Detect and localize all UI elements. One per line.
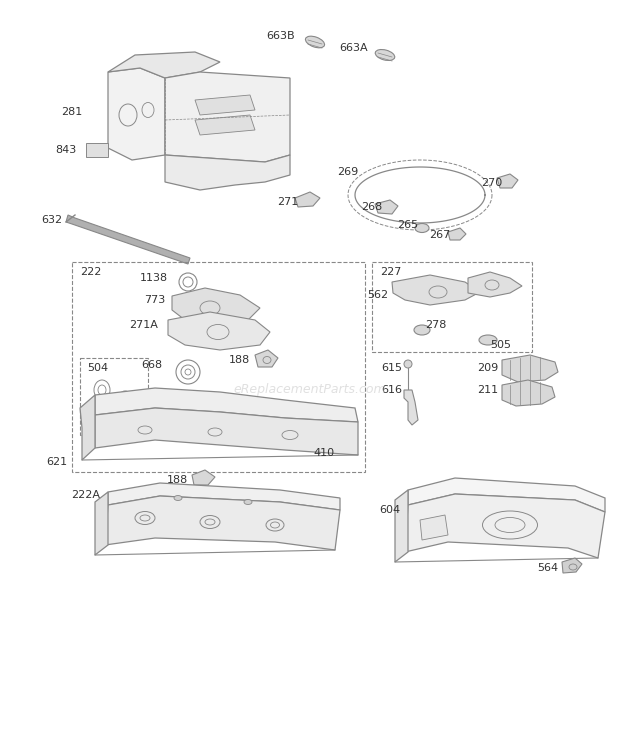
Text: 222: 222 [80,267,102,277]
Text: 211: 211 [477,385,498,395]
Text: 271A: 271A [129,320,158,330]
Text: 663B: 663B [267,31,295,41]
Polygon shape [448,228,466,240]
Text: 268: 268 [361,202,382,212]
Text: 222A: 222A [71,490,100,500]
Text: 616: 616 [381,385,402,395]
Polygon shape [404,390,418,425]
Text: 410: 410 [314,448,335,458]
Text: 604: 604 [379,505,400,515]
Polygon shape [95,408,358,455]
Text: 615: 615 [381,363,402,373]
Polygon shape [86,143,108,157]
Text: 505: 505 [490,340,511,350]
Polygon shape [108,68,165,160]
Polygon shape [165,72,290,162]
Polygon shape [66,215,190,264]
Text: 562: 562 [367,290,388,300]
Ellipse shape [415,223,429,232]
Polygon shape [195,115,255,135]
Ellipse shape [174,496,182,501]
Text: 227: 227 [380,267,401,277]
Polygon shape [192,470,215,485]
Polygon shape [497,174,518,188]
Polygon shape [395,490,408,562]
Polygon shape [502,380,555,406]
Polygon shape [255,350,278,367]
Ellipse shape [414,325,430,335]
Text: eReplacementParts.com: eReplacementParts.com [234,383,386,397]
Polygon shape [95,388,358,422]
Polygon shape [165,155,290,190]
Text: 668: 668 [141,360,162,370]
Polygon shape [502,355,558,382]
Polygon shape [295,192,320,207]
Text: 504: 504 [87,363,108,373]
Text: 564: 564 [537,563,558,573]
Text: 269: 269 [337,167,358,177]
Polygon shape [105,496,340,550]
Text: 270: 270 [480,178,502,188]
Polygon shape [405,494,605,558]
Polygon shape [562,558,582,573]
Polygon shape [168,312,270,350]
Polygon shape [108,483,340,510]
Text: 1138: 1138 [140,273,168,283]
Polygon shape [420,515,448,540]
Text: 188: 188 [229,355,250,365]
Text: 278: 278 [425,320,446,330]
Polygon shape [80,395,95,460]
Polygon shape [468,272,522,297]
Polygon shape [108,52,220,78]
Text: 773: 773 [144,295,165,305]
Ellipse shape [479,335,497,345]
Ellipse shape [244,499,252,504]
Text: 632: 632 [41,215,62,225]
Text: 265: 265 [397,220,418,230]
Polygon shape [195,95,255,115]
Text: 188: 188 [167,475,188,485]
Polygon shape [392,275,480,305]
Text: 209: 209 [477,363,498,373]
Polygon shape [408,478,605,512]
Ellipse shape [306,36,324,48]
Polygon shape [95,492,108,555]
Text: 843: 843 [56,145,77,155]
Polygon shape [172,288,260,325]
Ellipse shape [375,50,395,60]
Text: 271: 271 [277,197,298,207]
Text: 663A: 663A [339,43,368,53]
Text: 267: 267 [429,230,450,240]
Ellipse shape [404,360,412,368]
Text: 621: 621 [46,457,67,467]
Polygon shape [375,200,398,214]
Text: 281: 281 [61,107,82,117]
